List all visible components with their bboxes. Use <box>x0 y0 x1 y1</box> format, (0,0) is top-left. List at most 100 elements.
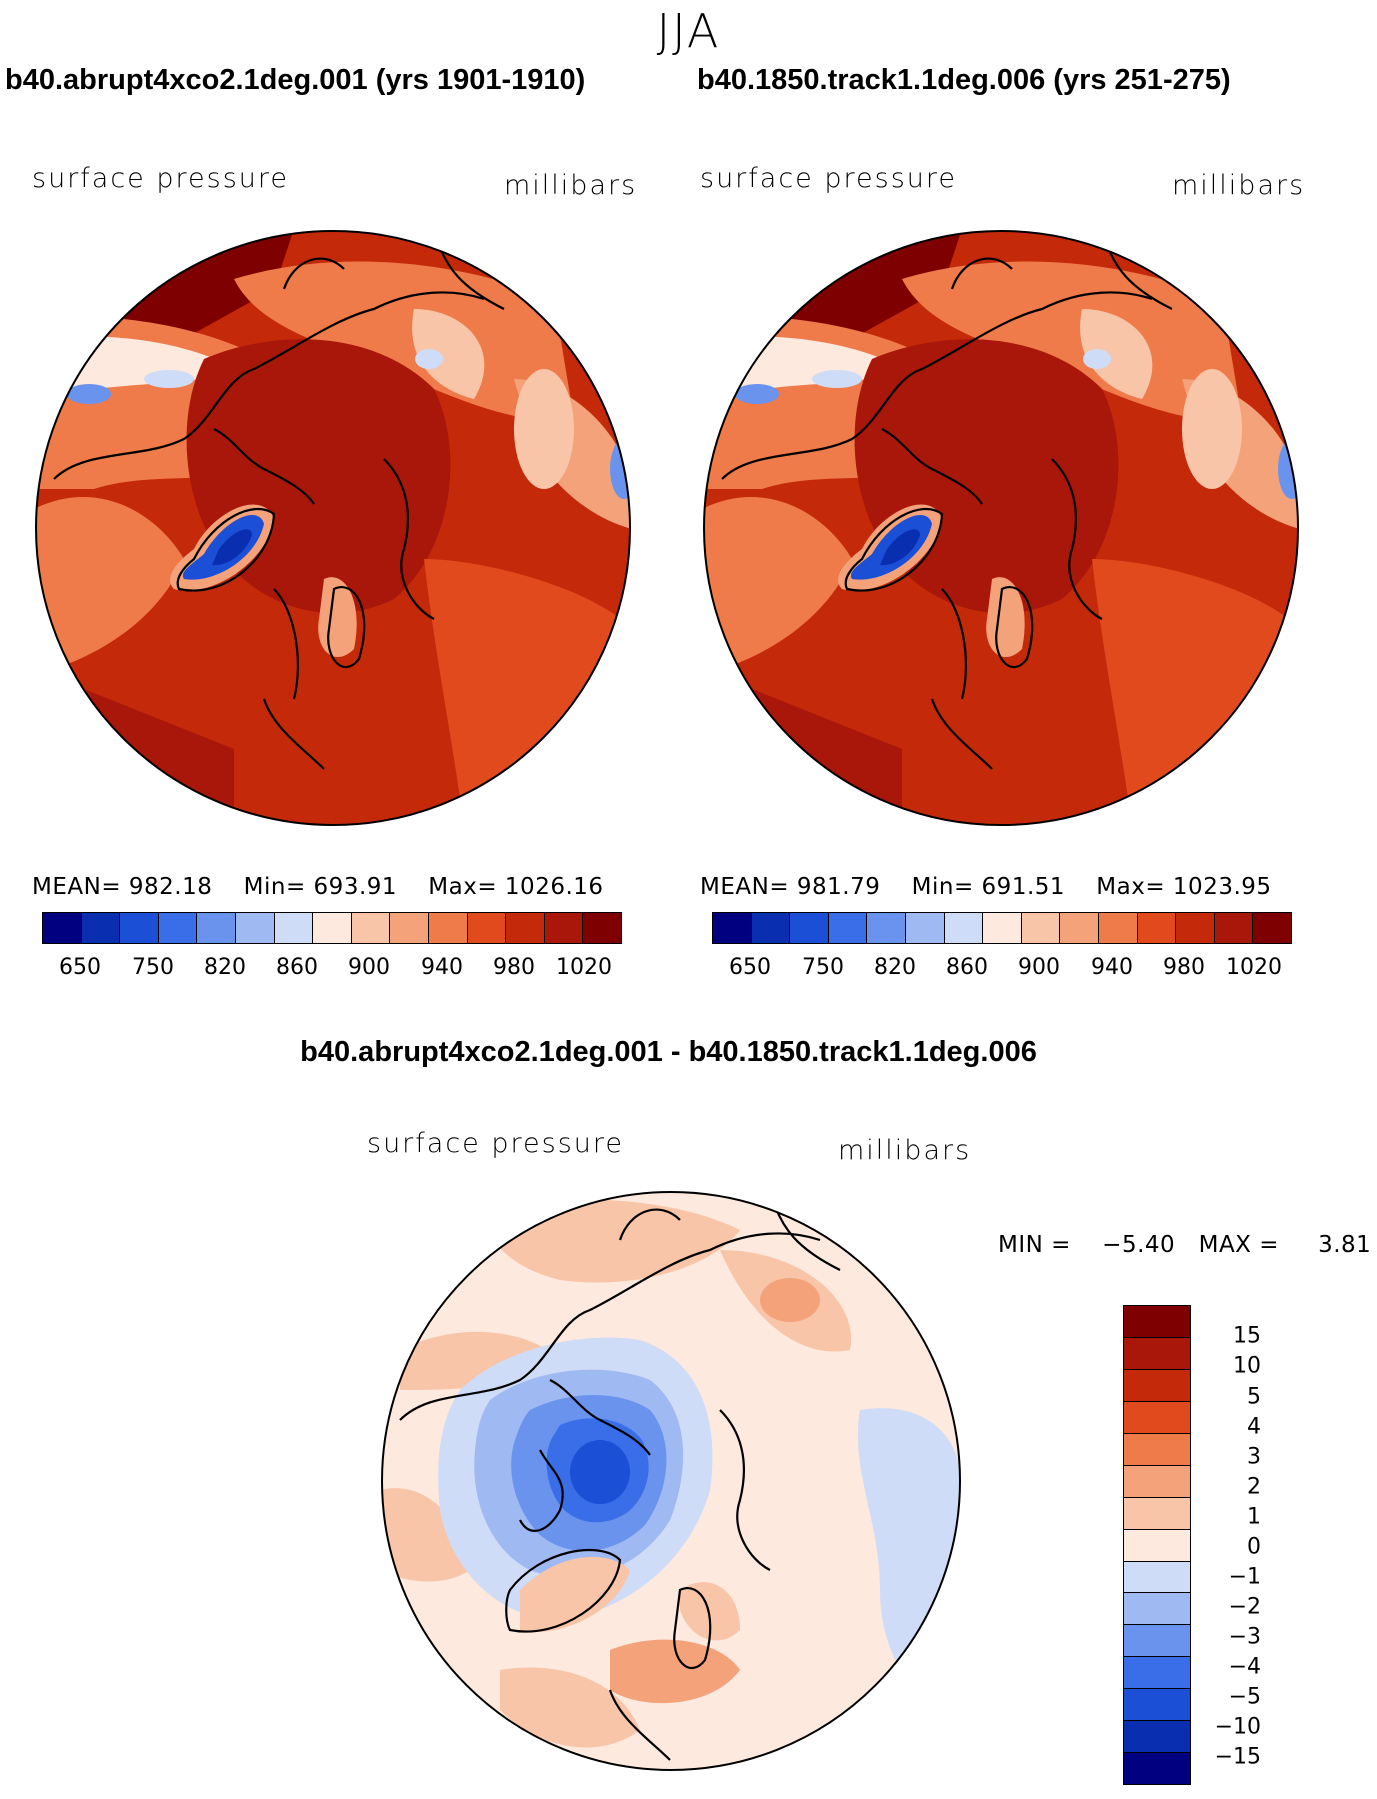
panel1-rockies-patch <box>415 349 443 369</box>
difference-tick: −5 <box>1228 1684 1261 1710</box>
panel2-tick: 900 <box>1018 955 1060 980</box>
difference-units-label: millibars <box>838 1135 972 1166</box>
panel1-tick: 860 <box>276 955 318 980</box>
difference-max-value: 3.81 <box>1318 1232 1372 1258</box>
panel2-colorbar-swatch <box>944 913 984 943</box>
panel1-max-label: Max= <box>428 874 498 900</box>
difference-min-label: MIN = <box>998 1232 1071 1258</box>
panel2-colorbar-swatch <box>1137 913 1177 943</box>
panel2-colorbar-swatch <box>1214 913 1254 943</box>
panel1-title: b40.abrupt4xco2.1deg.001 (yrs 1901-1910) <box>5 64 586 96</box>
panel1-colorbar-swatch <box>544 913 584 943</box>
panel1-colorbar-swatch <box>583 913 621 943</box>
panel2-mean-value: 981.79 <box>796 874 881 900</box>
panel2-colorbar-swatch <box>983 913 1022 943</box>
panel2-min-label: Min= <box>911 874 974 900</box>
difference-colorbar-swatch <box>1124 1497 1190 1530</box>
panel1-mean-value: 982.18 <box>128 874 213 900</box>
panel2-tick: 980 <box>1163 955 1205 980</box>
difference-colorbar-swatch <box>1124 1721 1190 1754</box>
panel1-colorbar-swatch <box>235 913 275 943</box>
panel1-andes-margin <box>514 369 574 489</box>
difference-scandinavia-positive <box>680 1582 740 1641</box>
panel1-colorbar <box>42 912 622 944</box>
difference-title: b40.abrupt4xco2.1deg.001 - b40.1850.trac… <box>300 1036 1037 1068</box>
difference-tick: −4 <box>1228 1654 1261 1680</box>
panel2-colorbar-swatch <box>1253 913 1291 943</box>
difference-colorbar-swatch <box>1124 1465 1190 1498</box>
difference-colorbar-swatch <box>1124 1593 1190 1626</box>
difference-max-label: MAX = <box>1198 1232 1280 1258</box>
panel2-colorbar-swatch <box>828 913 868 943</box>
panel1-tick: 820 <box>204 955 246 980</box>
difference-tick: 3 <box>1247 1444 1261 1470</box>
panel2-rockies-region <box>1080 309 1153 399</box>
panel1-polar-map <box>35 230 631 826</box>
panel2-map-border <box>703 230 1299 826</box>
panel2-colorbar-swatch <box>1176 913 1215 943</box>
panel1-variable-label: surface pressure <box>32 163 289 194</box>
difference-colorbar-swatch <box>1124 1337 1190 1370</box>
panel1-himalaya-low <box>67 384 111 404</box>
difference-colorbar-swatch <box>1124 1401 1190 1434</box>
difference-tick: 0 <box>1247 1534 1261 1560</box>
difference-tick: 2 <box>1247 1474 1261 1500</box>
panel2-plateau-patch <box>812 370 862 388</box>
panel2-colorbar-swatch <box>1098 913 1138 943</box>
difference-variable-label: surface pressure <box>367 1128 624 1159</box>
difference-tick: −15 <box>1214 1744 1261 1770</box>
panel1-coastlines <box>53 231 505 770</box>
panel2-max-label: Max= <box>1096 874 1166 900</box>
panel2-greenland-core <box>880 529 920 566</box>
panel2-title: b40.1850.track1.1deg.006 (yrs 251-275) <box>697 64 1231 96</box>
panel2-tick: 750 <box>802 955 844 980</box>
difference-colorbar-swatch <box>1124 1306 1190 1338</box>
panel2-min-value: 691.51 <box>981 874 1066 900</box>
panel2-units-label: millibars <box>1172 170 1306 201</box>
panel1-map-border <box>35 230 631 826</box>
panel1-colorbar-swatch <box>120 913 159 943</box>
panel1-min-value: 693.91 <box>313 874 398 900</box>
panel1-plateau-patch <box>144 370 194 388</box>
difference-colorbar <box>1123 1305 1191 1785</box>
difference-polar-map <box>381 1191 961 1771</box>
panel1-tick: 980 <box>493 955 535 980</box>
panel2-colorbar-swatch <box>751 913 791 943</box>
panel2-max-value: 1023.95 <box>1172 874 1272 900</box>
difference-colorbar-swatch <box>1124 1625 1190 1658</box>
panel1-colorbar-swatch <box>158 913 198 943</box>
panel1-colorbar-swatch <box>313 913 352 943</box>
panel2-stats: MEAN= 981.79 Min= 691.51 Max= 1023.95 <box>700 874 1272 900</box>
difference-negative-arctic-core <box>570 1440 630 1504</box>
panel1-tick: 750 <box>132 955 174 980</box>
panel2-polar-map <box>703 230 1299 826</box>
difference-tick: 10 <box>1233 1353 1261 1379</box>
panel2-tick: 1020 <box>1226 955 1282 980</box>
difference-min-value: −5.40 <box>1102 1232 1176 1258</box>
difference-colorbar-swatch <box>1124 1529 1190 1562</box>
panel1-tick: 650 <box>59 955 101 980</box>
panel2-colorbar-swatch <box>1021 913 1061 943</box>
panel2-himalaya-low <box>735 384 779 404</box>
panel1-colorbar-swatch <box>81 913 121 943</box>
panel1-rockies-region <box>412 309 485 399</box>
panel2-tick: 940 <box>1091 955 1133 980</box>
panel2-colorbar-swatch <box>905 913 945 943</box>
panel1-tick: 940 <box>421 955 463 980</box>
panel1-colorbar-swatch <box>390 913 429 943</box>
panel1-colorbar-swatch <box>467 913 507 943</box>
difference-positive-patch-sw <box>382 1488 470 1582</box>
panel2-tick: 820 <box>874 955 916 980</box>
panel1-tick: 900 <box>348 955 390 980</box>
panel1-colorbar-swatch <box>428 913 468 943</box>
panel1-stats: MEAN= 982.18 Min= 693.91 Max= 1026.16 <box>32 874 604 900</box>
difference-map-border <box>381 1191 961 1771</box>
difference-colorbar-ticks: 15 10 5 4 3 2 1 0 −1 −2 −3 −4 −5 −10 −15 <box>1195 1305 1265 1783</box>
difference-tick: 5 <box>1247 1384 1261 1410</box>
difference-tick: 15 <box>1233 1323 1261 1349</box>
season-title: JJA <box>656 4 721 58</box>
panel2-siberia-region <box>704 497 852 669</box>
panel2-mean-label: MEAN= <box>700 874 790 900</box>
difference-tick: −1 <box>1228 1564 1261 1590</box>
panel2-colorbar-ticks: 650 750 820 860 900 940 980 1020 <box>712 955 1290 985</box>
